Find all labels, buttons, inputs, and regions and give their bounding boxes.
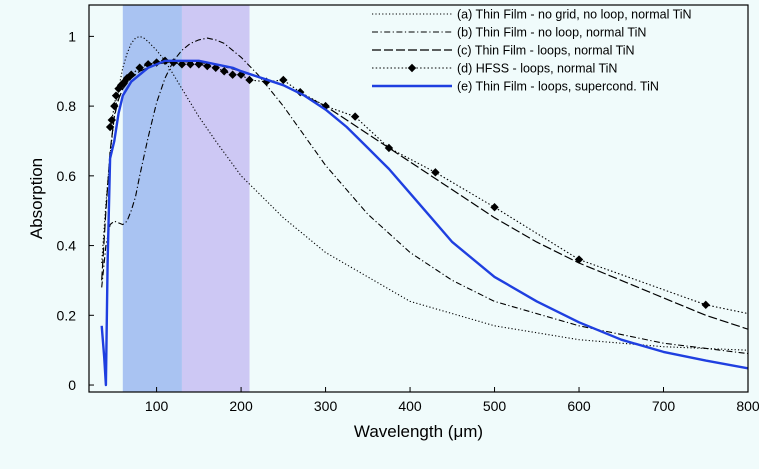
series-layer	[100, 35, 748, 387]
x-axis-label: Wavelength (μm)	[354, 422, 483, 441]
data-point	[105, 122, 115, 132]
data-point	[116, 80, 126, 90]
y-tick-label: 0	[68, 377, 76, 393]
series-line	[101, 60, 748, 330]
data-point	[279, 75, 288, 85]
data-point	[135, 63, 144, 72]
legend: (a) Thin Film - no grid, no loop, normal…	[372, 8, 692, 94]
data-point	[194, 60, 204, 69]
data-point	[701, 300, 710, 310]
legend-label: (a) Thin Film - no grid, no loop, normal…	[457, 8, 692, 22]
wavelength-bands	[122, 5, 250, 392]
y-tick-label: 0.2	[57, 307, 77, 323]
x-tick-label: 500	[483, 398, 507, 414]
x-tick-label: 800	[736, 398, 759, 414]
band-0	[122, 5, 182, 392]
series-line	[101, 35, 748, 351]
data-point	[111, 91, 121, 100]
data-point	[114, 84, 123, 93]
data-point	[120, 77, 129, 86]
plot-frame	[88, 4, 749, 393]
series-line	[100, 59, 748, 387]
data-point	[107, 115, 117, 125]
data-point	[110, 101, 119, 111]
data-point	[177, 60, 187, 69]
data-point	[186, 60, 195, 69]
y-tick-label: 0.8	[57, 98, 77, 114]
series-3	[105, 56, 748, 315]
data-point	[169, 58, 178, 67]
y-tick-label: 0.4	[57, 238, 77, 254]
x-tick-label: 400	[398, 398, 422, 414]
x-tick-label: 200	[229, 398, 253, 414]
x-tick-label: 100	[145, 398, 169, 414]
data-point	[143, 60, 153, 69]
y-axis-ticks: 0 0.2 0.4 0.6 0.8 1	[57, 28, 94, 393]
x-tick-label: 600	[567, 398, 591, 414]
data-point	[127, 70, 136, 79]
data-point	[384, 143, 394, 153]
data-point	[219, 67, 229, 76]
series-line	[101, 37, 748, 355]
series-4	[100, 59, 748, 387]
legend-label: (b) Thin Film - no loop, normal TiN	[457, 26, 646, 40]
legend-label: (e) Thin Film - loops, supercond. TiN	[457, 80, 659, 94]
data-point	[245, 75, 254, 85]
series-2	[101, 60, 748, 330]
y-tick-label: 0.6	[57, 168, 77, 184]
series-0	[101, 35, 748, 351]
series-1	[101, 37, 748, 355]
series-line	[109, 60, 748, 315]
data-point	[574, 255, 584, 264]
data-point	[350, 112, 360, 121]
legend-label: (d) HFSS - loops, normal TiN	[457, 62, 617, 76]
y-axis-label: Absorption	[27, 158, 46, 239]
data-point	[228, 70, 237, 79]
x-tick-label: 700	[652, 398, 676, 414]
legend-marker	[407, 63, 417, 73]
x-tick-label: 300	[314, 398, 338, 414]
x-axis-ticks: 100 200 300 400 500 600 700 800	[145, 387, 759, 414]
data-point	[490, 203, 499, 212]
legend-label: (c) Thin Film - loops, normal TiN	[457, 44, 635, 58]
y-tick-label: 1	[68, 28, 76, 44]
data-point	[431, 168, 440, 177]
